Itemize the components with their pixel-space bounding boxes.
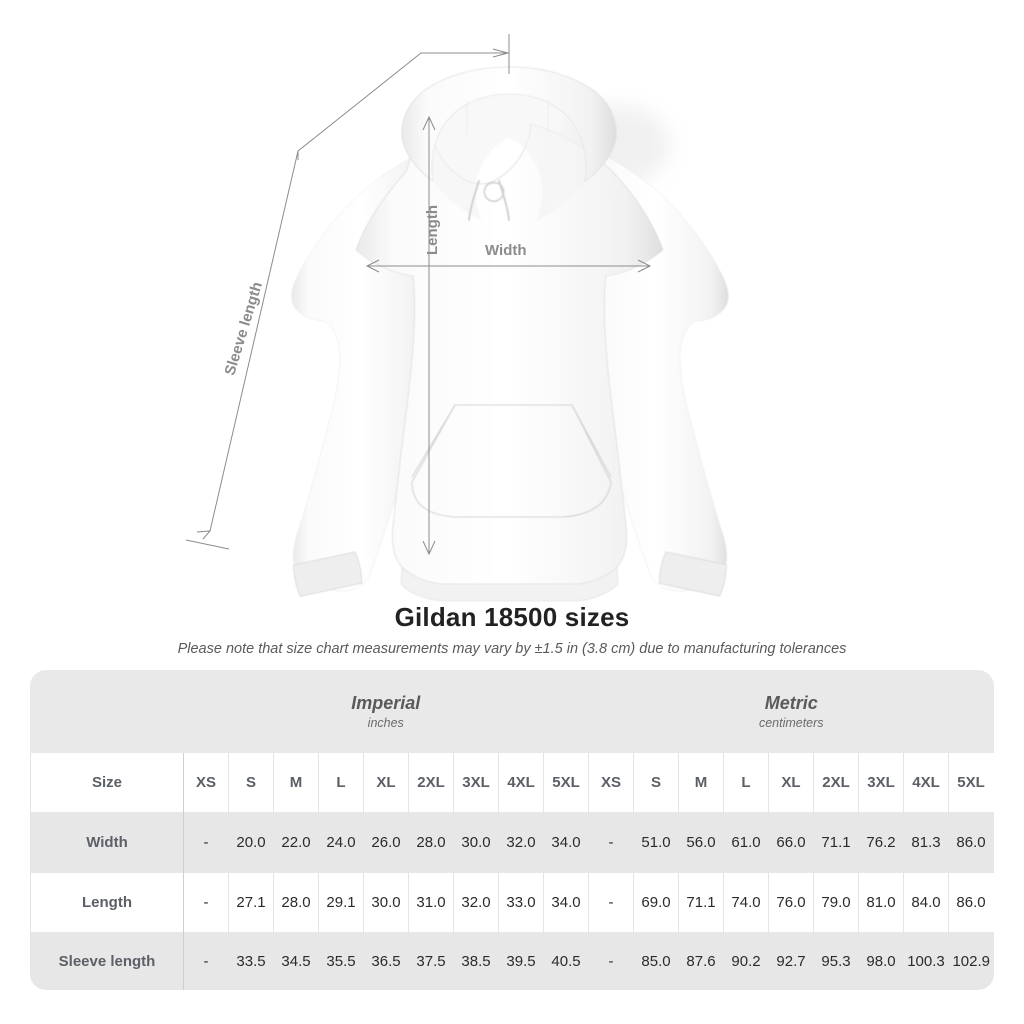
svg-text:Width: Width	[485, 242, 527, 259]
svg-text:Sleeve length: Sleeve length	[221, 280, 266, 377]
svg-text:Length: Length	[424, 205, 441, 255]
